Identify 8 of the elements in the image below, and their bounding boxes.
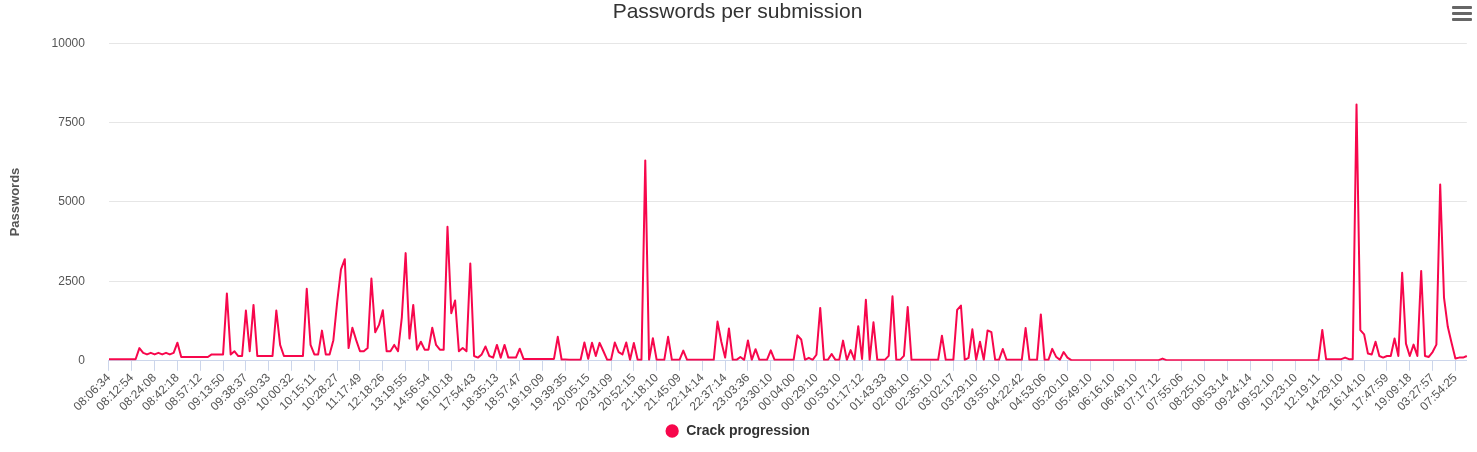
y-tick-label: 2500 [58,273,86,288]
y-tick-label: 10000 [51,35,86,50]
legend-label: Crack progression [686,421,810,438]
y-axis-title: Passwords [7,167,23,237]
chart-title: Passwords per submission [612,0,863,23]
y-tick-label: 7500 [58,114,86,129]
y-tick-label: 5000 [58,194,86,209]
y-tick-label: 0 [78,353,86,368]
